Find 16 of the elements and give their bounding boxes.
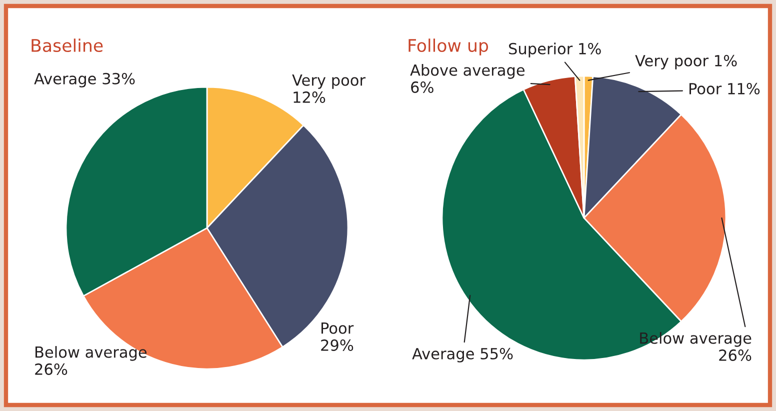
data-label: 26% (35, 363, 68, 375)
chart-title: Follow up (408, 38, 488, 56)
slice-label: Poor 11% (690, 82, 760, 94)
slice-label: Very poor (292, 74, 366, 89)
data-label: 6% (411, 81, 434, 93)
chart-title: Baseline (32, 38, 103, 52)
slice-label: Very poor 1% (635, 54, 737, 70)
slice-label: Poor (322, 322, 354, 334)
slice-label: Average 33% (34, 72, 135, 88)
data-label: 29% (321, 339, 354, 351)
data-label: 26% (719, 349, 752, 361)
slice-label: Above average (410, 64, 525, 79)
slice-label: Average 55% (412, 348, 513, 362)
data-label: 12% (294, 91, 326, 103)
slice-label: Superior 1% (509, 42, 601, 58)
slice-label: Below average (36, 346, 147, 361)
